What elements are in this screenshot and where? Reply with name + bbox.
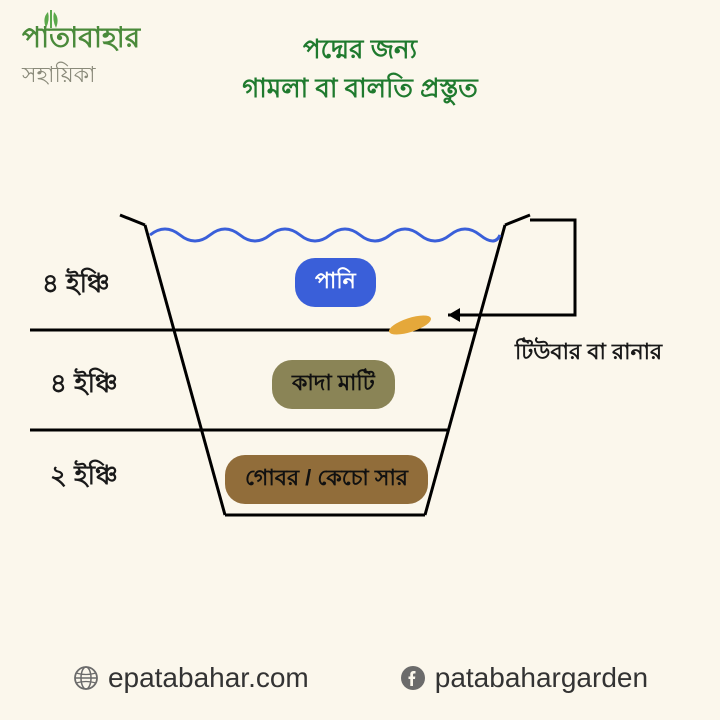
measure-water: ৪ ইঞ্চি [42,263,110,307]
footer-web: epatabahar.com [72,662,309,694]
footer-web-text: epatabahar.com [108,662,309,694]
measure-mud: ৪ ইঞ্চি [50,363,118,407]
measure-manure: ২ ইঞ্চি [50,455,118,499]
pot-diagram: পানি কাদা মাটি গোবর / কেচো সার ৪ ইঞ্চি ৪… [0,195,720,555]
globe-icon [72,664,100,692]
footer-fb: patabahargarden [399,662,648,694]
title-line-2: গামলা বা বালতি প্রস্তুত [0,69,720,108]
facebook-icon [399,664,427,692]
tuber-label: টিউবার বা রানার [515,335,662,372]
footer-fb-text: patabahargarden [435,662,648,694]
layer-pill-mud: কাদা মাটি [272,360,395,409]
title-line-1: পদ্মের জন্য [0,30,720,69]
title-block: পদ্মের জন্য গামলা বা বালতি প্রস্তুত [0,30,720,108]
footer: epatabahar.com patabahargarden [0,662,720,694]
layer-pill-manure: গোবর / কেচো সার [225,455,428,504]
layer-pill-water: পানি [295,258,376,307]
